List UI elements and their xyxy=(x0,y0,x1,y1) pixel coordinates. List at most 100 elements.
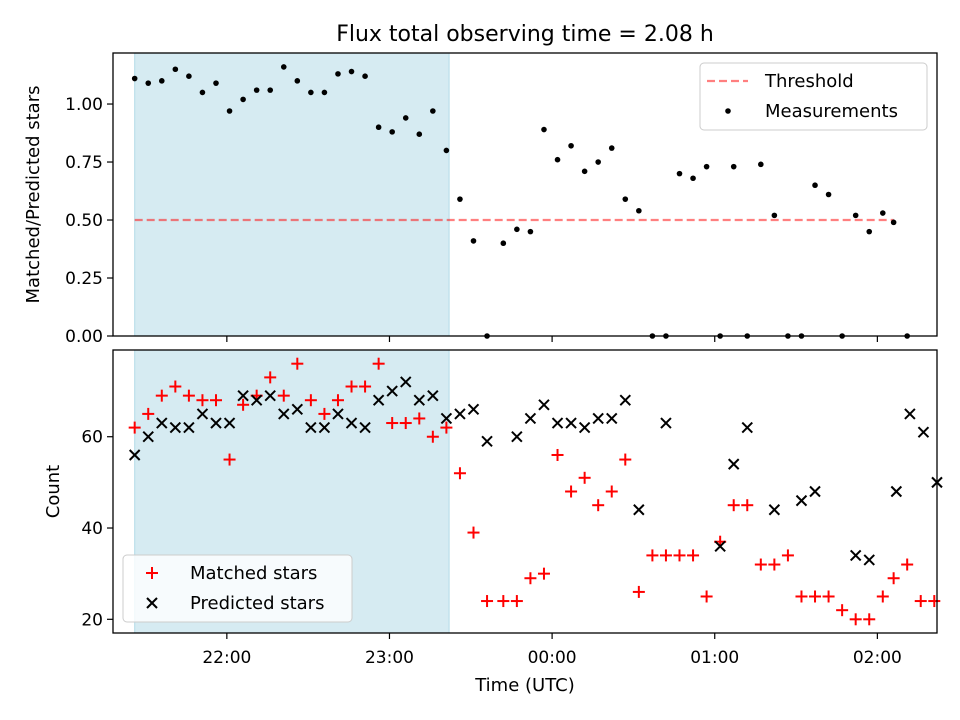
measurement-point xyxy=(812,182,818,189)
bottom-axes-frame xyxy=(112,349,938,634)
bottom-y-axis-label: Count xyxy=(43,465,64,518)
measurement-point xyxy=(514,226,520,233)
predicted-star-stroke-b xyxy=(917,426,930,438)
predicted-star-point xyxy=(305,421,317,434)
predicted-star-stroke-b xyxy=(128,449,141,461)
top-y-tick-label: 1.00 xyxy=(65,95,103,115)
predicted-star-point xyxy=(183,421,195,434)
x-tick-label: 23:00 xyxy=(365,648,414,668)
predicted-star-stroke-b xyxy=(467,403,480,416)
predicted-star-stroke-b xyxy=(386,385,398,397)
predicted-star-stroke-b xyxy=(318,421,331,434)
matched-star-point xyxy=(237,398,250,411)
measurement-point xyxy=(240,96,246,103)
x-axis-label: Time (UTC) xyxy=(474,675,575,696)
predicted-star-stroke-b xyxy=(578,421,591,434)
predicted-star-stroke-b xyxy=(714,540,726,552)
measurement-point xyxy=(280,64,287,70)
matched-star-point xyxy=(836,604,849,617)
measurement-point xyxy=(676,170,683,177)
matched-star-point xyxy=(876,590,889,603)
matched-star-point xyxy=(142,407,155,420)
predicted-star-stroke-b xyxy=(633,504,645,516)
predicted-star-point xyxy=(849,549,862,562)
bottom-x-ticks: 22:00 23:00 00:00 01:00 02:00 xyxy=(202,633,902,668)
matched-star-point xyxy=(291,357,304,370)
predicted-star-point xyxy=(332,408,344,420)
measurement-point xyxy=(879,210,886,216)
predicted-star-point xyxy=(223,417,236,429)
predicted-star-point xyxy=(741,421,753,434)
predicted-star-point xyxy=(633,504,645,516)
predicted-star-point xyxy=(318,421,331,434)
predicted-star-point xyxy=(237,389,249,402)
predicted-star-point xyxy=(524,412,537,425)
predicted-star-stroke-b xyxy=(142,431,154,443)
predicted-star-point xyxy=(768,504,781,516)
predicted-star-point xyxy=(264,389,276,402)
matched-star-point xyxy=(399,417,412,430)
predicted-star-point xyxy=(142,431,154,443)
matched-star-point xyxy=(467,526,480,539)
predicted-star-point xyxy=(291,403,304,416)
legend-predicted-swatch xyxy=(146,597,158,609)
measurement-point xyxy=(636,207,642,214)
predicted-star-stroke-b xyxy=(741,421,753,434)
bottom-panel: 20 40 60 22:00 23:00 00:00 01:00 02:00 Count T… xyxy=(43,349,943,696)
matched-star-point xyxy=(822,590,835,603)
matched-star-point xyxy=(700,590,713,603)
legend-measurements-label: Measurements xyxy=(765,101,898,122)
predicted-star-point xyxy=(440,412,453,425)
matched-star-point xyxy=(318,407,331,420)
bottom-legend-box xyxy=(122,554,353,623)
predicted-star-stroke-b xyxy=(156,417,168,429)
measurement-point xyxy=(226,108,233,114)
predicted-star-stroke-b xyxy=(728,458,740,470)
predicted-star-point xyxy=(196,408,209,420)
predicted-star-stroke-b xyxy=(210,417,222,429)
matched-star-point xyxy=(727,499,740,512)
predicted-star-point xyxy=(565,417,577,429)
measurement-point xyxy=(131,75,138,82)
predicted-star-stroke-b xyxy=(291,403,304,416)
measurement-point xyxy=(608,145,615,151)
predicted-star-point xyxy=(809,485,821,498)
matched-star-point xyxy=(619,453,632,466)
x-tick-label: 01:00 xyxy=(690,648,739,668)
predicted-star-point xyxy=(250,394,263,406)
measurement-point xyxy=(771,212,778,219)
matched-star-point xyxy=(632,585,645,598)
measurement-point xyxy=(145,80,152,86)
predicted-star-stroke-b xyxy=(264,389,276,402)
predicted-star-point xyxy=(386,385,398,397)
matched-star-point xyxy=(592,499,605,512)
measurement-point xyxy=(470,238,477,244)
measurement-point xyxy=(457,196,463,202)
predicted-star-stroke-b xyxy=(223,417,236,429)
measurement-point xyxy=(527,228,534,235)
measurement-point xyxy=(581,168,588,175)
matched-star-point xyxy=(901,558,914,571)
matched-star-point xyxy=(863,613,876,626)
matched-star-point xyxy=(345,380,358,393)
measurement-point xyxy=(416,131,423,137)
predicted-stars-layer xyxy=(128,376,943,566)
matched-star-point xyxy=(413,412,426,425)
matched-star-point xyxy=(659,549,672,562)
predicted-star-point xyxy=(128,449,141,461)
predicted-star-point xyxy=(904,408,916,420)
matched-star-point xyxy=(359,380,372,393)
measurement-point xyxy=(866,228,873,235)
measurement-point xyxy=(825,191,832,198)
predicted-star-point xyxy=(372,394,385,406)
matched-star-point xyxy=(551,448,564,461)
predicted-star-stroke-b xyxy=(904,408,916,420)
measurement-point xyxy=(443,147,450,154)
predicted-star-stroke-b xyxy=(237,389,249,402)
top-y-tick-label: 0.00 xyxy=(65,327,103,347)
bottom-y-tick-label: 40 xyxy=(81,519,103,539)
matched-star-point xyxy=(331,394,344,407)
legend-predicted-label: Predicted stars xyxy=(190,593,324,614)
measurement-point xyxy=(402,115,409,121)
matched-star-point xyxy=(768,558,781,571)
